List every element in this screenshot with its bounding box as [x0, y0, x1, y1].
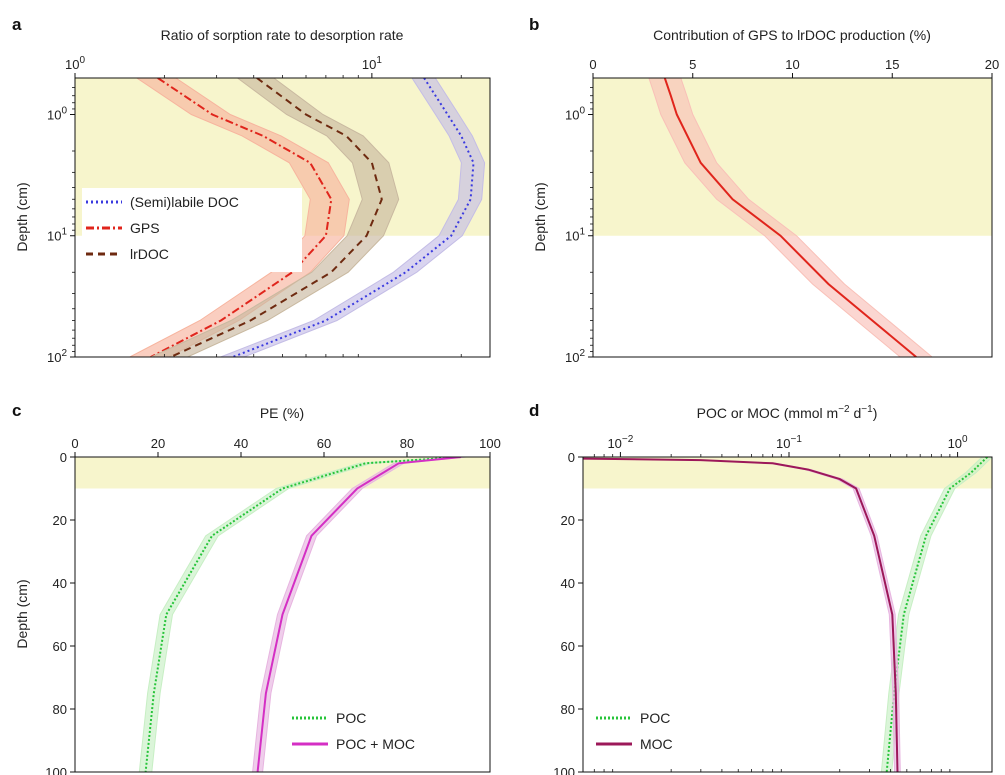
- axis-title: POC or MOC (mmol m−2 d−1): [697, 404, 878, 421]
- y-tick-label: 101: [565, 227, 585, 244]
- axes-frame: [582, 456, 993, 773]
- panel-b: b 0 5 10 15 20 100 101 102 Contribution of GPS to…: [529, 15, 999, 365]
- panel-letter: a: [12, 15, 22, 34]
- semi-labile-doc-series-line: [232, 78, 475, 357]
- panel-d: d 10−2 10−1 100 0 20 40 60 80 100 POC or MOC (mmol…: [529, 401, 993, 775]
- x-tick-label: 101: [362, 55, 382, 72]
- legend-label: POC: [336, 710, 366, 726]
- x-tick-label: 20: [985, 57, 999, 72]
- y-axis-label: Depth (cm): [532, 182, 548, 251]
- legend-label: POC + MOC: [336, 736, 415, 752]
- x-tick-label: 100: [479, 436, 501, 451]
- gps-series-band: [129, 78, 350, 357]
- x-tick-label: 40: [234, 436, 248, 451]
- y-tick-label: 60: [53, 639, 67, 654]
- panel-letter: d: [529, 401, 539, 420]
- panel-letter: c: [12, 401, 21, 420]
- semi-labile-doc-series-band: [220, 78, 486, 357]
- y-tick-label: 100: [553, 765, 575, 775]
- plot-area: [648, 78, 933, 357]
- legend-label: POC: [640, 710, 670, 726]
- x-tick-label: 100: [65, 55, 85, 72]
- poc-series-band: [138, 457, 468, 772]
- x-tick-label: 20: [151, 436, 165, 451]
- y-axis-label: Depth (cm): [14, 182, 30, 251]
- gps-series-line: [150, 78, 333, 357]
- panel-c: c 0 20 40 60 80 100 0 20 40 60 80 100 PE (%) Depth (cm…: [12, 401, 501, 775]
- legend: POC POC + MOC: [292, 710, 415, 752]
- y-tick-label: 101: [47, 227, 67, 244]
- shaded-layer: [75, 457, 490, 489]
- y-tick-label: 60: [561, 639, 575, 654]
- x-tick-label: 10−1: [776, 434, 802, 451]
- axis-title: PE (%): [260, 405, 304, 421]
- lrdoc-series-line: [170, 78, 383, 357]
- y-tick-label: 102: [565, 348, 585, 365]
- poc-series-line: [144, 457, 462, 772]
- legend: (Semi)labile DOC GPS lrDOC: [82, 188, 302, 272]
- plot-area: [129, 78, 486, 357]
- axis-title: Ratio of sorption rate to desorption rat…: [161, 27, 404, 43]
- panel-a: a 100 101 100 101 102 Ratio of sorption rate t…: [12, 15, 491, 365]
- plot-area: [583, 457, 992, 772]
- poc-series-line: [885, 457, 988, 772]
- main-series-line: [663, 78, 917, 357]
- lrdoc-series-band: [150, 78, 400, 357]
- shaded-layer: [583, 457, 992, 489]
- y-axis-label: Depth (cm): [14, 579, 30, 648]
- x-tick-label: 60: [317, 436, 331, 451]
- legend-box: [82, 188, 302, 272]
- y-tick-label: 0: [568, 450, 575, 465]
- x-tick-label: 80: [400, 436, 414, 451]
- moc-series-line: [583, 457, 899, 772]
- main-series-band: [648, 78, 933, 357]
- plot-area: [138, 457, 468, 772]
- y-tick-label: 20: [53, 513, 67, 528]
- legend-label: GPS: [130, 220, 160, 236]
- poc-series-band: [880, 457, 992, 772]
- x-tick-label: 0: [71, 436, 78, 451]
- y-tick-label: 20: [561, 513, 575, 528]
- axis-title: Contribution of GPS to lrDOC production …: [653, 27, 931, 43]
- legend-label: lrDOC: [130, 246, 169, 262]
- poc-moc-series-band: [252, 457, 466, 772]
- legend: POC MOC: [596, 710, 673, 752]
- axes-frame: [74, 456, 491, 773]
- poc-moc-series-line: [256, 457, 462, 772]
- y-tick-label: 100: [565, 105, 585, 122]
- panel-letter: b: [529, 15, 539, 34]
- shaded-layer: [593, 78, 992, 236]
- y-tick-label: 100: [47, 105, 67, 122]
- x-tick-label: 10: [785, 57, 799, 72]
- y-tick-label: 102: [47, 348, 67, 365]
- y-tick-label: 100: [45, 765, 67, 775]
- x-tick-label: 5: [689, 57, 696, 72]
- y-tick-label: 40: [561, 576, 575, 591]
- x-tick-label: 10−2: [607, 434, 633, 451]
- y-tick-label: 0: [60, 450, 67, 465]
- x-tick-label: 100: [948, 434, 968, 451]
- y-tick-label: 40: [53, 576, 67, 591]
- legend-label: (Semi)labile DOC: [130, 194, 239, 210]
- y-tick-label: 80: [561, 702, 575, 717]
- y-tick-label: 80: [53, 702, 67, 717]
- moc-series-band: [583, 458, 901, 772]
- legend-label: MOC: [640, 736, 673, 752]
- x-tick-label: 0: [589, 57, 596, 72]
- x-tick-label: 15: [885, 57, 899, 72]
